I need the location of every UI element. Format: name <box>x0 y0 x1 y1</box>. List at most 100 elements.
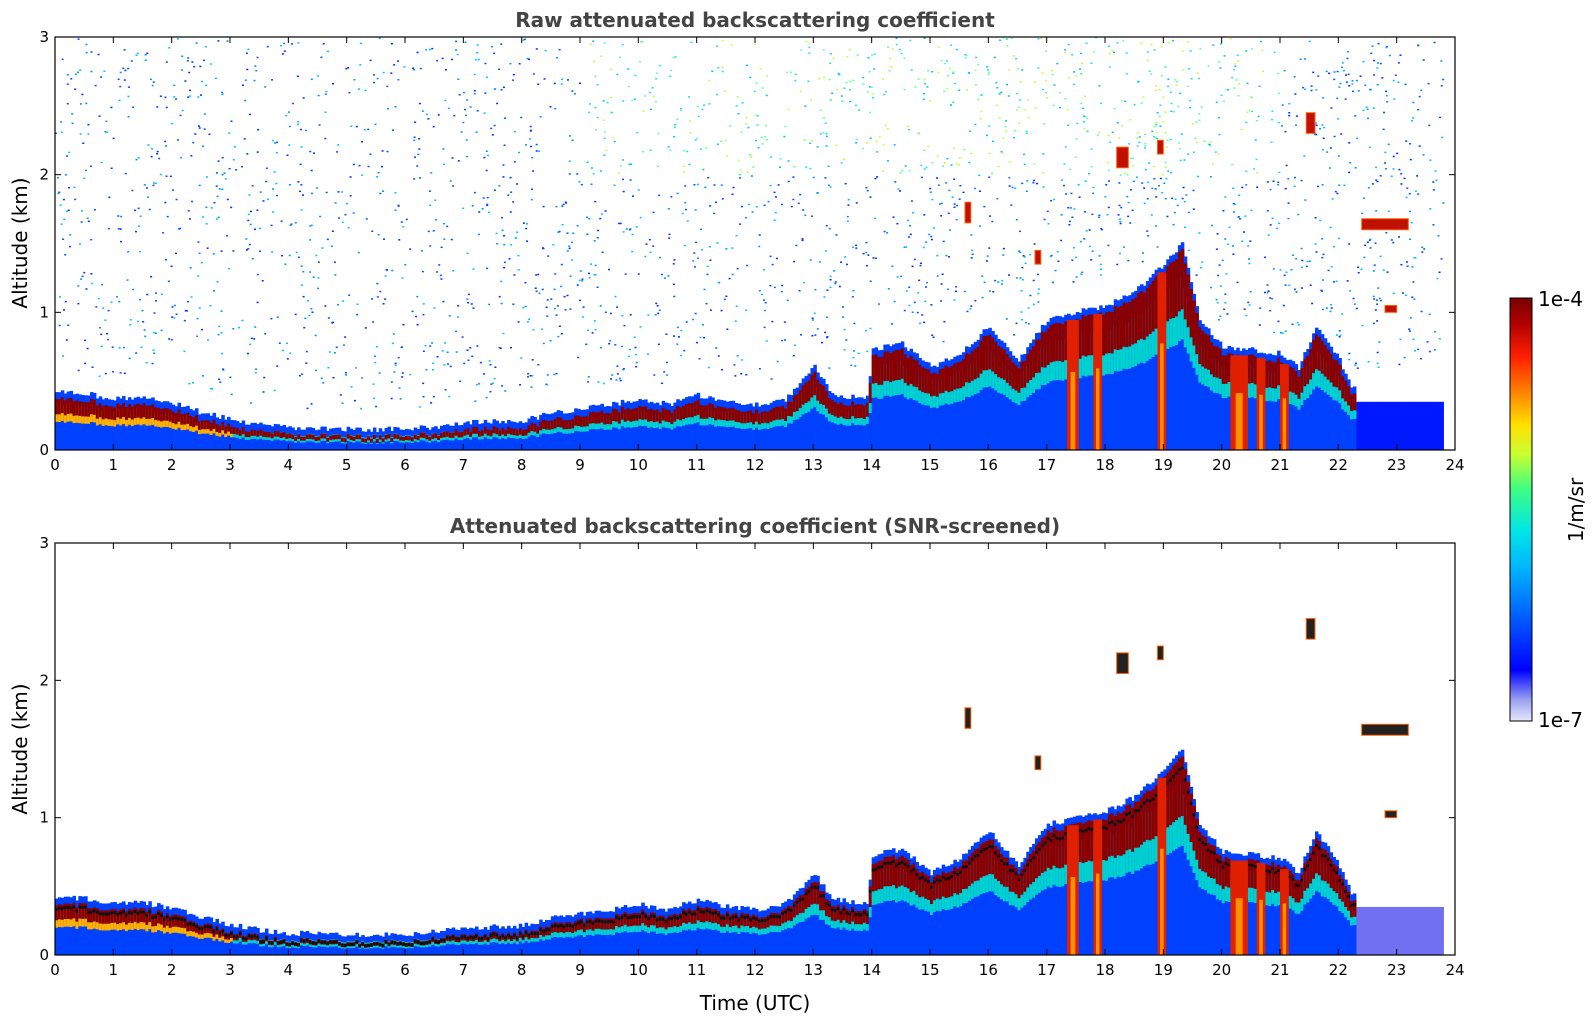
noise-pixel <box>739 223 742 225</box>
noise-pixel <box>596 116 599 119</box>
noise-pixel <box>522 306 525 309</box>
noise-pixel <box>367 165 370 168</box>
noise-pixel <box>64 253 67 256</box>
noise-pixel <box>1293 288 1296 291</box>
aerosol-top <box>603 413 607 425</box>
noise-pixel <box>87 133 90 135</box>
clear-air-column <box>1405 401 1409 450</box>
aerosol-top <box>956 362 960 389</box>
noise-pixel <box>1188 68 1191 70</box>
noise-pixel <box>307 300 310 302</box>
noise-pixel <box>869 327 872 330</box>
noise-pixel <box>394 364 397 367</box>
noise-pixel <box>68 186 71 189</box>
noise-pixel <box>736 95 739 98</box>
noise-pixel <box>334 202 337 204</box>
noise-pixel <box>875 176 878 178</box>
noise-pixel <box>486 196 489 199</box>
noise-pixel <box>1189 50 1192 52</box>
noise-pixel <box>711 70 714 72</box>
noise-pixel <box>353 79 356 81</box>
noise-pixel <box>641 150 644 153</box>
aerosol-base <box>903 347 908 450</box>
noise-pixel <box>685 321 688 323</box>
noise-pixel <box>198 184 201 187</box>
noise-pixel <box>1282 304 1285 307</box>
noise-pixel <box>913 301 916 304</box>
noise-pixel <box>298 190 301 193</box>
aerosol-base <box>1250 347 1255 450</box>
noise-pixel <box>373 81 376 84</box>
noise-pixel <box>1042 186 1045 188</box>
aerosol-base <box>1288 359 1293 450</box>
noise-pixel <box>698 357 701 360</box>
noise-pixel <box>931 161 934 164</box>
noise-pixel <box>280 220 283 222</box>
noise-pixel <box>462 207 465 210</box>
noise-pixel <box>1054 269 1057 272</box>
noise-pixel <box>1377 287 1380 289</box>
saturated-core <box>343 944 348 948</box>
noise-pixel <box>170 339 173 341</box>
noise-pixel <box>129 324 132 326</box>
noise-pixel <box>903 57 906 60</box>
noise-pixel <box>187 300 190 303</box>
noise-pixel <box>602 119 605 121</box>
noise-pixel <box>1144 168 1147 171</box>
noise-pixel <box>1240 128 1243 131</box>
noise-pixel <box>987 69 990 71</box>
noise-pixel <box>1427 82 1430 85</box>
noise-pixel <box>258 227 261 230</box>
noise-pixel <box>579 82 582 84</box>
noise-pixel <box>769 156 772 158</box>
noise-pixel <box>139 215 142 218</box>
saturated-core <box>355 940 359 944</box>
noise-pixel <box>923 78 926 81</box>
noise-pixel <box>1215 298 1218 301</box>
aerosol-top <box>431 434 435 439</box>
noise-pixel <box>1099 274 1102 276</box>
noise-pixel <box>1138 141 1141 143</box>
noise-pixel <box>373 74 376 76</box>
aerosol-top <box>154 913 158 926</box>
noise-pixel <box>1132 180 1135 183</box>
noise-pixel <box>229 376 232 379</box>
aerosol-top <box>623 409 628 422</box>
noise-pixel <box>333 352 336 354</box>
noise-pixel <box>920 176 923 179</box>
saturated-core <box>75 909 79 913</box>
noise-pixel <box>255 69 258 72</box>
noise-pixel <box>1302 86 1305 89</box>
noise-pixel <box>1172 223 1175 226</box>
clear-air-column <box>1422 401 1427 450</box>
noise-pixel <box>689 120 692 122</box>
noise-pixel <box>778 166 781 169</box>
noise-pixel <box>622 159 625 161</box>
aerosol-top <box>157 407 161 421</box>
noise-pixel <box>1354 364 1357 367</box>
noise-pixel <box>899 190 902 192</box>
noise-pixel <box>1010 204 1013 206</box>
noise-pixel <box>1388 54 1391 57</box>
aerosol-top <box>965 353 969 383</box>
aerosol-base <box>1055 315 1059 450</box>
noise-pixel <box>736 355 739 357</box>
noise-pixel <box>183 319 186 322</box>
noise-pixel <box>741 102 744 104</box>
noise-pixel <box>383 298 386 300</box>
noise-pixel <box>1099 263 1102 266</box>
noise-pixel <box>586 233 589 235</box>
noise-pixel <box>980 94 983 96</box>
aerosol-top <box>1315 334 1319 370</box>
noise-pixel <box>173 84 176 87</box>
noise-pixel <box>603 154 606 156</box>
noise-pixel <box>558 230 561 233</box>
noise-pixel <box>1136 145 1139 147</box>
noise-pixel <box>1413 298 1416 300</box>
aerosol-base <box>970 344 975 450</box>
noise-pixel <box>1375 166 1378 169</box>
saturated-core <box>180 918 184 922</box>
noise-pixel <box>462 91 465 94</box>
aerosol-top <box>238 429 243 436</box>
noise-pixel <box>1057 260 1060 263</box>
